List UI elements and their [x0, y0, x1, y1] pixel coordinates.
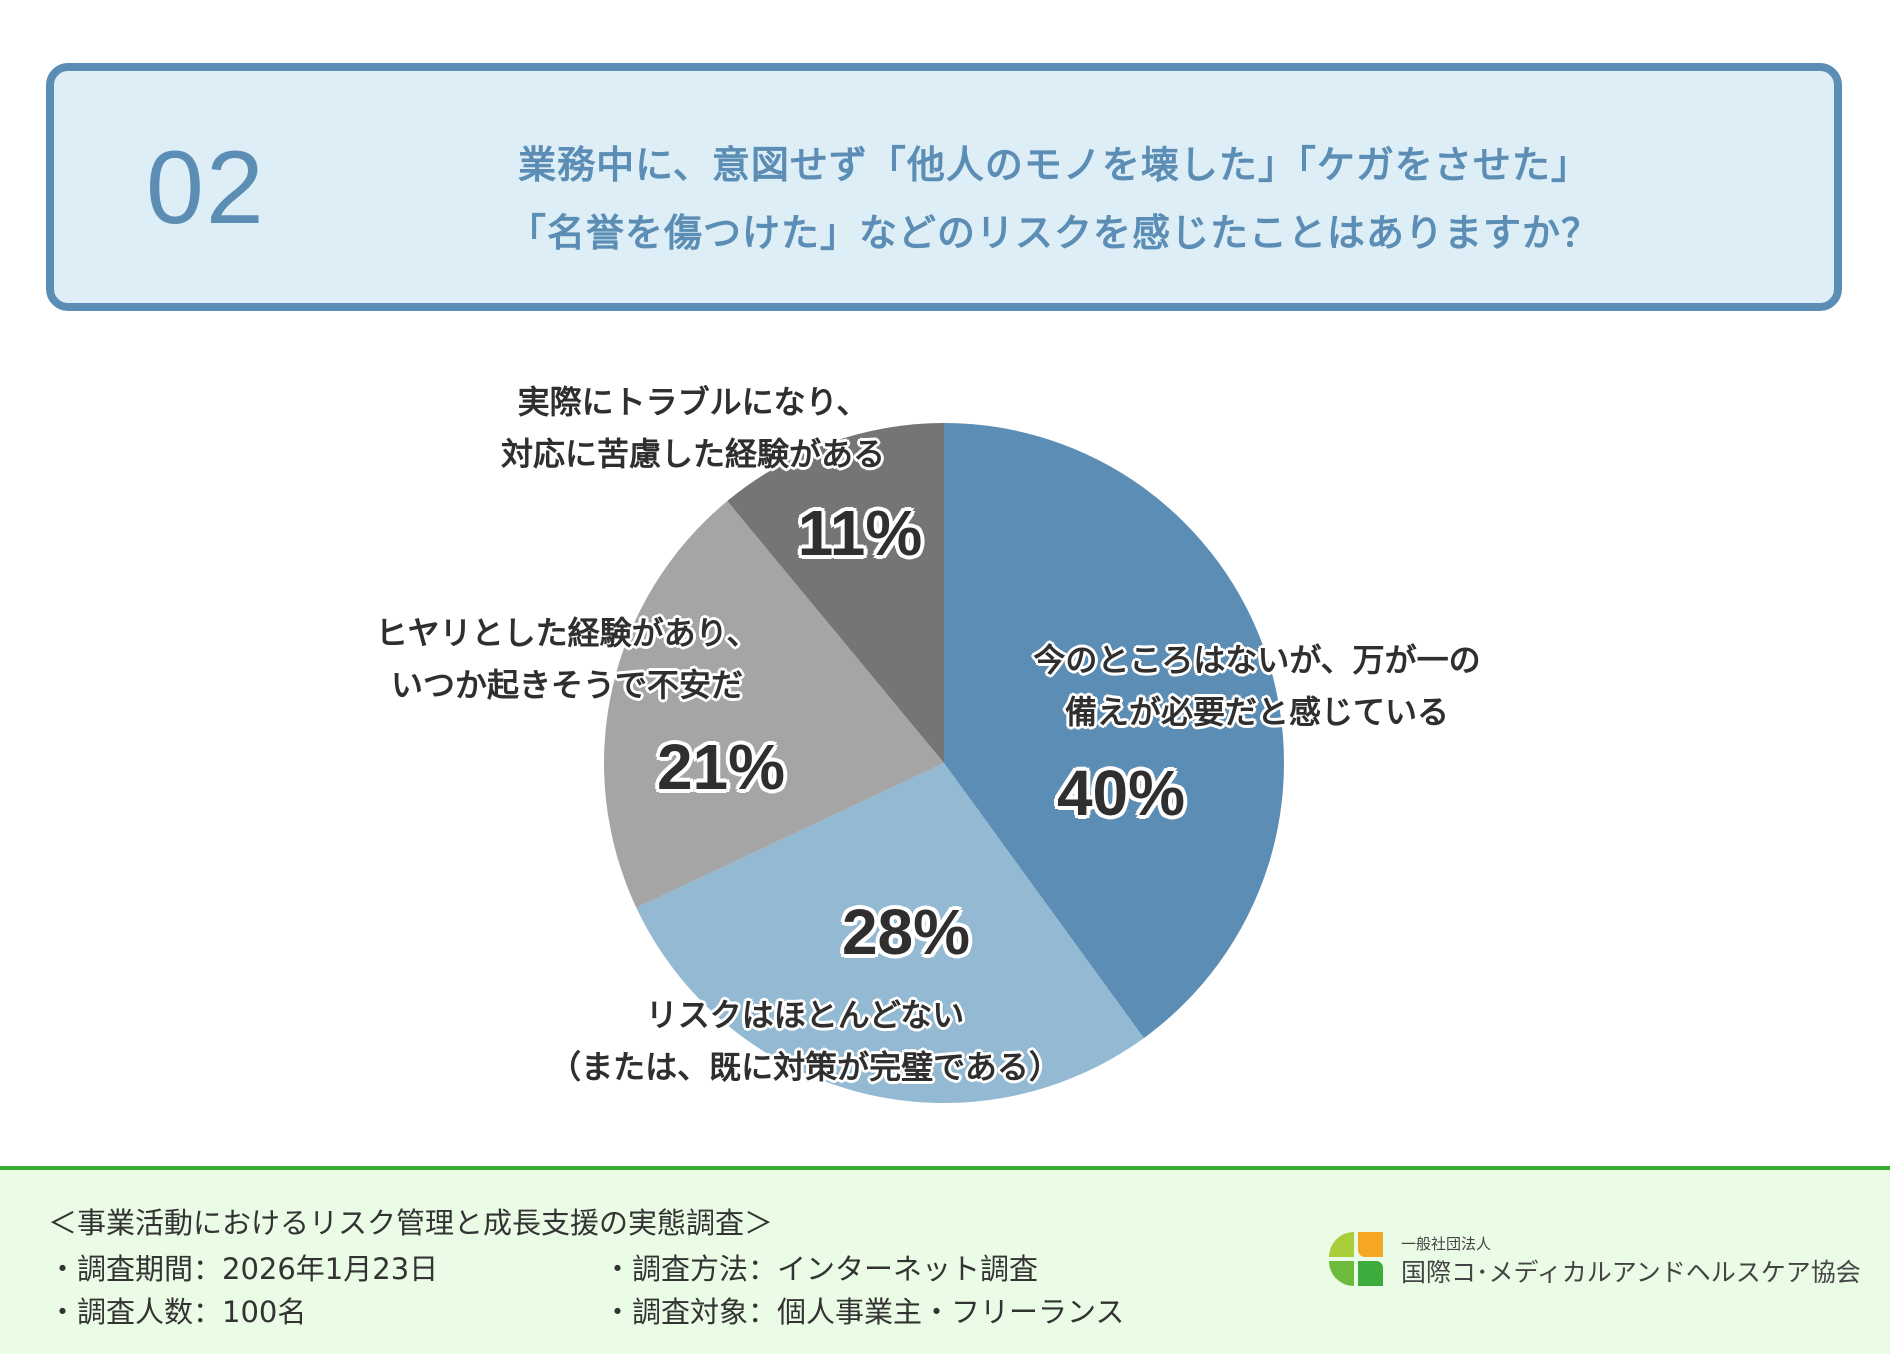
- logo-name: 国際コ･メディカルアンドヘルスケア協会: [1401, 1258, 1861, 1287]
- slice-label-0: 今のところはないが、万が一の 備えが必要だと感じている: [1033, 634, 1480, 738]
- question-box: 02 業務中に、意図せず「他人のモノを壊した」「ケガをさせた」 「名誉を傷つけた…: [46, 63, 1842, 311]
- question-line-1: 業務中に、意図せず「他人のモノを壊した」「ケガをさせた」: [518, 143, 1590, 187]
- logo-subtitle: 一般社団法人: [1401, 1235, 1492, 1253]
- slice-label-3-line1: 実際にトラブルになり、: [517, 383, 869, 421]
- slice-label-2: ヒヤリとした経験があり、 いつか起きそうで不安だ: [376, 607, 759, 711]
- slice-label-2-line1: ヒヤリとした経験があり、: [375, 614, 759, 652]
- pie-slice-2: [604, 501, 944, 908]
- survey-method: ・調査方法：インターネット調査: [603, 1252, 1039, 1286]
- survey-title: ＜事業活動におけるリスク管理と成長支援の実態調査＞: [48, 1206, 774, 1240]
- slice-label-2-line2: いつか起きそうで不安だ: [390, 666, 744, 704]
- slice-label-3: 実際にトラブルになり、 対応に苦慮した経験がある: [501, 376, 885, 480]
- survey-target: ・調査対象：個人事業主・フリーランス: [603, 1295, 1125, 1329]
- slice-percent-2: 21%: [656, 731, 786, 803]
- slice-label-0-line2: 備えが必要だと感じている: [1064, 693, 1449, 731]
- pie-slice-3: [727, 423, 944, 763]
- footer: ＜事業活動におけるリスク管理と成長支援の実態調査＞ ・調査期間：2026年1月2…: [0, 1166, 1890, 1354]
- slice-percent-1: 28%: [841, 896, 971, 968]
- slice-label-3-line2: 対応に苦慮した経験がある: [500, 435, 886, 473]
- slice-label-1: リスクはほとんどない （または、既に対策が完璧である）: [549, 989, 1061, 1093]
- question-text: 業務中に、意図せず「他人のモノを壊した」「ケガをさせた」 「名誉を傷つけた」など…: [334, 131, 1774, 267]
- survey-count: ・調査人数：100名: [48, 1295, 307, 1329]
- slice-label-1-line1: リスクはほとんどない: [645, 996, 965, 1034]
- survey-period: ・調査期間：2026年1月23日: [48, 1252, 439, 1286]
- question-number: 02: [146, 130, 266, 246]
- slice-label-1-line2: （または、既に対策が完璧である）: [549, 1048, 1061, 1086]
- question-line-2: 「名誉を傷つけた」などのリスクを感じたことはありますか？: [507, 211, 1600, 255]
- pie-slice-1: [636, 763, 1144, 1103]
- slice-percent-0: 40%: [1056, 757, 1186, 829]
- slice-label-0-line1: 今のところはないが、万が一の: [1033, 641, 1481, 679]
- pie-slice-0: [944, 423, 1285, 1039]
- slice-percent-3: 11%: [797, 497, 923, 569]
- logo-icon: [1329, 1232, 1383, 1286]
